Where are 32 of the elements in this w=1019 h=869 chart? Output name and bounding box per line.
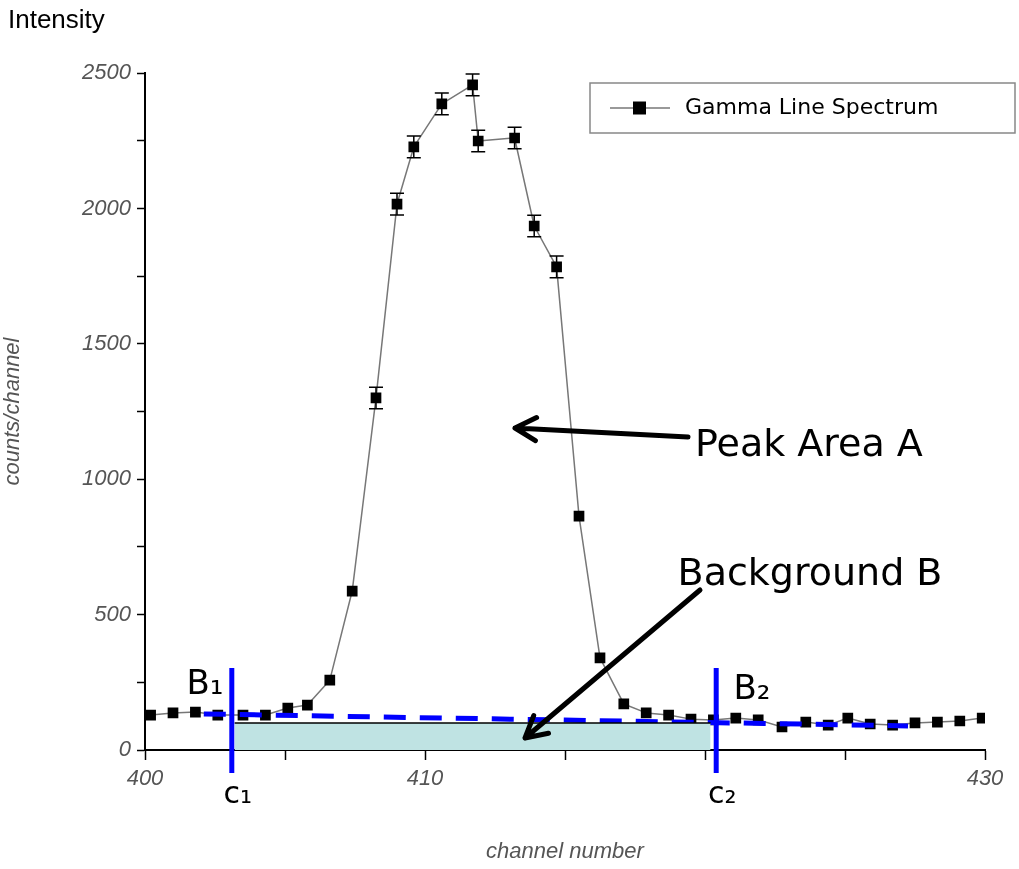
point — [730, 712, 742, 724]
y-tick-label: 500 — [94, 600, 132, 626]
point — [932, 716, 943, 728]
point — [145, 709, 156, 721]
x-tick-label: 430 — [966, 765, 1005, 791]
y-tick-label: 1000 — [82, 465, 132, 491]
y-axis-title: counts/channel — [0, 336, 25, 486]
point — [842, 712, 854, 724]
annotation: B₁ — [186, 661, 224, 702]
ref-line-label: c₂ — [707, 774, 737, 810]
annotation: Background B — [677, 549, 943, 594]
y-tick-label: 2000 — [81, 194, 132, 220]
ref-line-label: c₁ — [223, 774, 253, 810]
y-tick-label: 1500 — [82, 329, 132, 355]
point — [282, 702, 294, 714]
point — [954, 715, 966, 727]
point — [346, 585, 358, 597]
point — [190, 706, 201, 718]
point — [302, 699, 313, 711]
x-axis-title: channel number — [486, 837, 646, 863]
annotation: B₂ — [733, 666, 771, 707]
annotation: Peak Area A — [695, 420, 923, 465]
y-tick-label: 0 — [118, 736, 132, 762]
x-tick-label: 410 — [406, 765, 445, 791]
point — [618, 698, 630, 710]
legend-label: Gamma Line Spectrum — [685, 93, 939, 119]
point — [640, 707, 652, 719]
y-tick-label: 2500 — [81, 59, 132, 85]
point — [324, 674, 336, 686]
chart-title: Intensity — [8, 4, 105, 35]
point — [663, 709, 674, 721]
x-tick-label: 400 — [126, 765, 165, 791]
